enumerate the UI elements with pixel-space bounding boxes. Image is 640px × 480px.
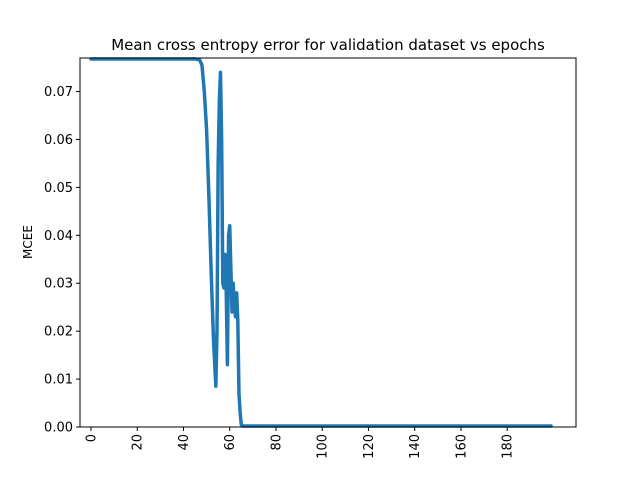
x-tick-label: 80	[269, 434, 284, 451]
y-axis-label: MCEE	[21, 225, 35, 259]
y-tick-label: 0.05	[44, 181, 73, 196]
y-tick-label: 0.03	[44, 277, 73, 292]
y-tick-label: 0.01	[44, 373, 73, 388]
x-tick-label: 100	[316, 434, 331, 459]
x-tick-label: 160	[454, 434, 469, 459]
y-tick-label: 0.00	[44, 421, 73, 436]
x-tick-label: 120	[362, 434, 377, 459]
series-line	[89, 57, 553, 428]
plot-frame	[79, 57, 577, 428]
x-tick-label: 40	[177, 434, 192, 451]
series-layer	[89, 57, 553, 428]
y-tick-label: 0.06	[44, 133, 73, 148]
x-tick-label: 180	[501, 434, 516, 459]
y-tick-label: 0.02	[44, 325, 73, 340]
y-tick-label: 0.07	[44, 85, 73, 100]
y-tick-label: 0.04	[44, 229, 73, 244]
x-tick-label: 140	[408, 434, 423, 459]
ticks-layer: 0.00 0.01 0.02 0.03 0.04 0.05 0.06 0.07 0 20 40 60 8…	[44, 85, 516, 459]
x-tick-label: 0	[84, 434, 99, 442]
x-tick-label: 60	[223, 434, 238, 451]
chart-title: Mean cross entropy error for validation …	[111, 36, 545, 54]
x-tick-label: 20	[131, 434, 146, 451]
